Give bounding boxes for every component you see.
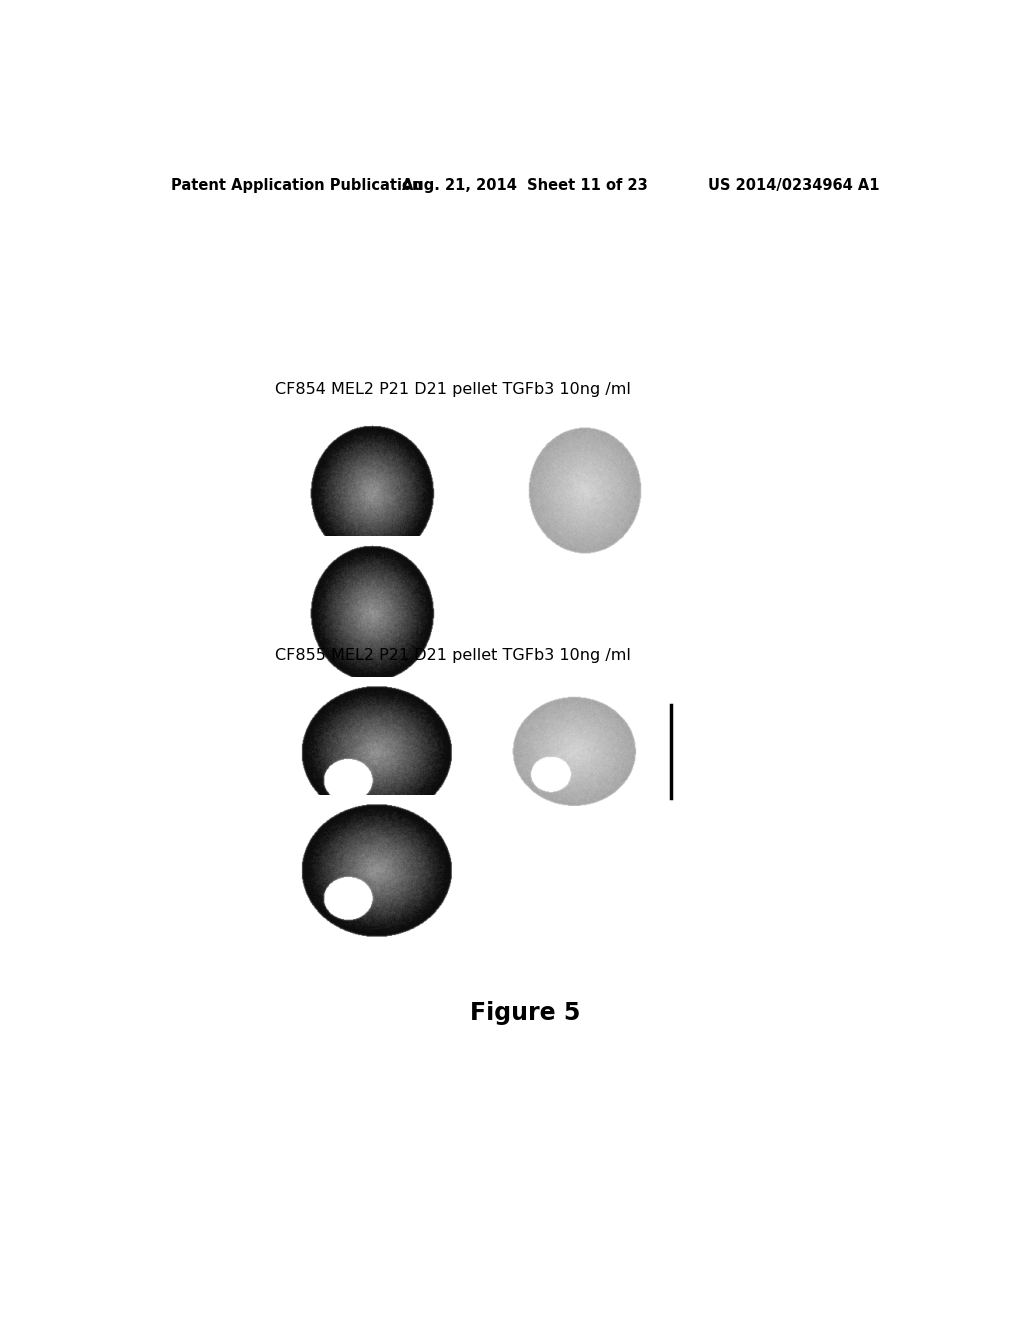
Text: CF854 MEL2 P21 D21 pellet TGFb3 10ng /ml: CF854 MEL2 P21 D21 pellet TGFb3 10ng /ml xyxy=(275,381,631,397)
Text: CF855 MEL2 P21 D21 pellet TGFb3 10ng /ml: CF855 MEL2 P21 D21 pellet TGFb3 10ng /ml xyxy=(275,648,631,663)
Text: Aug. 21, 2014  Sheet 11 of 23: Aug. 21, 2014 Sheet 11 of 23 xyxy=(402,178,647,193)
Text: Figure 5: Figure 5 xyxy=(470,1001,580,1024)
Text: US 2014/0234964 A1: US 2014/0234964 A1 xyxy=(709,178,880,193)
Text: Patent Application Publication: Patent Application Publication xyxy=(171,178,422,193)
